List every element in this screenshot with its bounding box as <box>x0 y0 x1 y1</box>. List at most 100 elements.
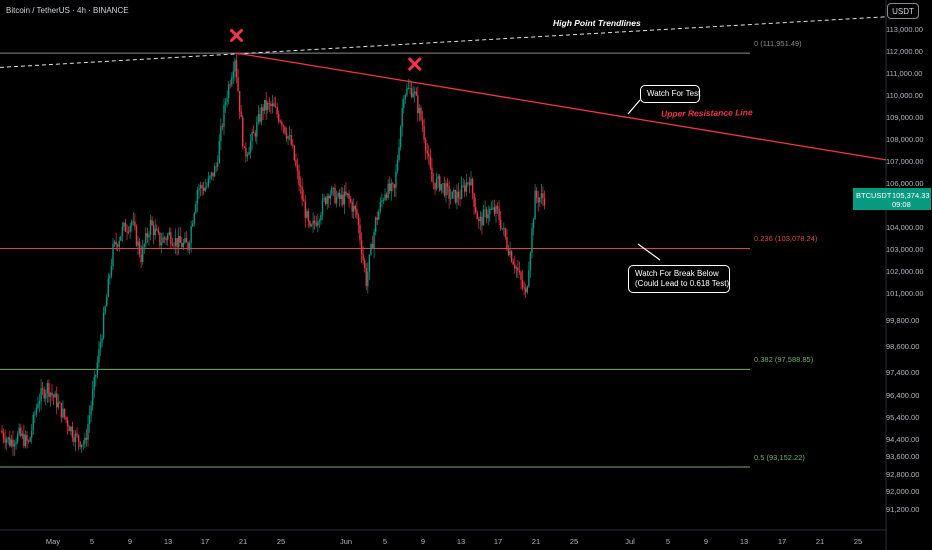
candle <box>259 107 261 125</box>
upper-resistance-line-label: Upper Resistance Line <box>660 107 753 119</box>
candle <box>176 237 178 256</box>
candle <box>384 188 386 202</box>
candle <box>62 400 64 419</box>
candle <box>396 154 399 174</box>
candle <box>526 285 528 295</box>
candle <box>407 79 410 90</box>
date-axis-label: 9 <box>420 537 426 546</box>
date-axis-label: 21 <box>815 537 825 546</box>
candle <box>93 370 95 399</box>
currency-button[interactable]: USDT <box>887 3 919 19</box>
price-axis-label: 94,400.00 <box>886 434 920 444</box>
candle <box>449 189 452 205</box>
candle <box>509 241 511 258</box>
candle <box>357 213 360 234</box>
candle <box>159 231 161 249</box>
candle <box>421 110 424 132</box>
price-axis-label: 110,000.00 <box>886 91 923 101</box>
candle <box>263 100 266 115</box>
candle <box>349 196 352 204</box>
candle <box>290 128 292 146</box>
candle <box>143 243 145 254</box>
fib-retracement[interactable] <box>0 52 750 468</box>
candle <box>29 436 31 443</box>
price-axis-label: 107,000.00 <box>886 157 924 167</box>
candle <box>213 163 216 177</box>
candle <box>185 231 188 243</box>
candle <box>220 118 222 151</box>
candle <box>202 181 205 196</box>
peak-x-marker <box>408 57 422 71</box>
candle <box>71 421 74 442</box>
candle <box>292 139 294 149</box>
candle <box>348 190 350 208</box>
candle <box>40 379 42 410</box>
peak-x-marker <box>230 28 243 42</box>
candle <box>489 206 491 222</box>
candle <box>173 242 175 250</box>
trendlines[interactable] <box>0 16 887 261</box>
candle <box>123 221 125 231</box>
candle <box>462 178 464 188</box>
candle <box>393 183 396 197</box>
candle <box>267 100 269 114</box>
price-axis-label: 95,400.00 <box>886 412 920 422</box>
candle <box>16 430 19 444</box>
candle <box>223 98 225 136</box>
candle <box>168 227 170 236</box>
price-axis-label: 98,600.00 <box>886 342 920 352</box>
price-axis-label: 96,400.00 <box>886 390 920 400</box>
date-axis-label: 25 <box>276 537 286 546</box>
candle <box>329 190 331 205</box>
candle <box>390 178 392 201</box>
candle <box>457 182 460 206</box>
candle <box>229 79 231 89</box>
candle <box>514 256 516 274</box>
candle <box>506 228 508 252</box>
candle <box>96 355 99 379</box>
candle <box>79 441 81 449</box>
candle <box>521 270 524 291</box>
candle <box>412 86 414 99</box>
candle <box>365 263 367 291</box>
candle <box>102 306 105 340</box>
candle <box>77 434 80 451</box>
candle <box>410 82 413 99</box>
candle <box>362 246 364 265</box>
candle <box>98 340 100 368</box>
candle <box>373 229 375 259</box>
candle <box>460 176 463 200</box>
candle <box>70 425 72 436</box>
candle <box>207 171 210 189</box>
candle <box>63 408 66 420</box>
candle <box>312 212 314 233</box>
candle <box>281 119 283 131</box>
candle <box>478 216 480 229</box>
candle <box>324 196 327 206</box>
candle <box>179 226 181 244</box>
candle <box>245 142 247 163</box>
candle <box>224 97 227 114</box>
candle <box>456 184 458 210</box>
candle <box>129 223 131 240</box>
date-axis-label: Jul <box>625 537 635 546</box>
price-axis-label: 106,000.00 <box>886 179 924 189</box>
price-axis-label: 109,000.00 <box>886 113 924 123</box>
candle <box>88 405 91 433</box>
candle <box>41 381 44 395</box>
candle <box>515 265 518 278</box>
candle <box>209 175 211 184</box>
candle <box>387 179 389 200</box>
symbol-title[interactable]: Bitcoin / TetherUS · 4h · BINANCE <box>6 6 129 15</box>
candle <box>35 403 38 418</box>
candle <box>351 199 353 219</box>
candle <box>157 226 160 235</box>
candle <box>517 259 519 279</box>
candle <box>543 190 546 210</box>
candle <box>199 181 202 197</box>
candle <box>451 191 453 199</box>
candle <box>518 261 521 275</box>
candle <box>406 83 408 97</box>
candle <box>262 104 264 121</box>
